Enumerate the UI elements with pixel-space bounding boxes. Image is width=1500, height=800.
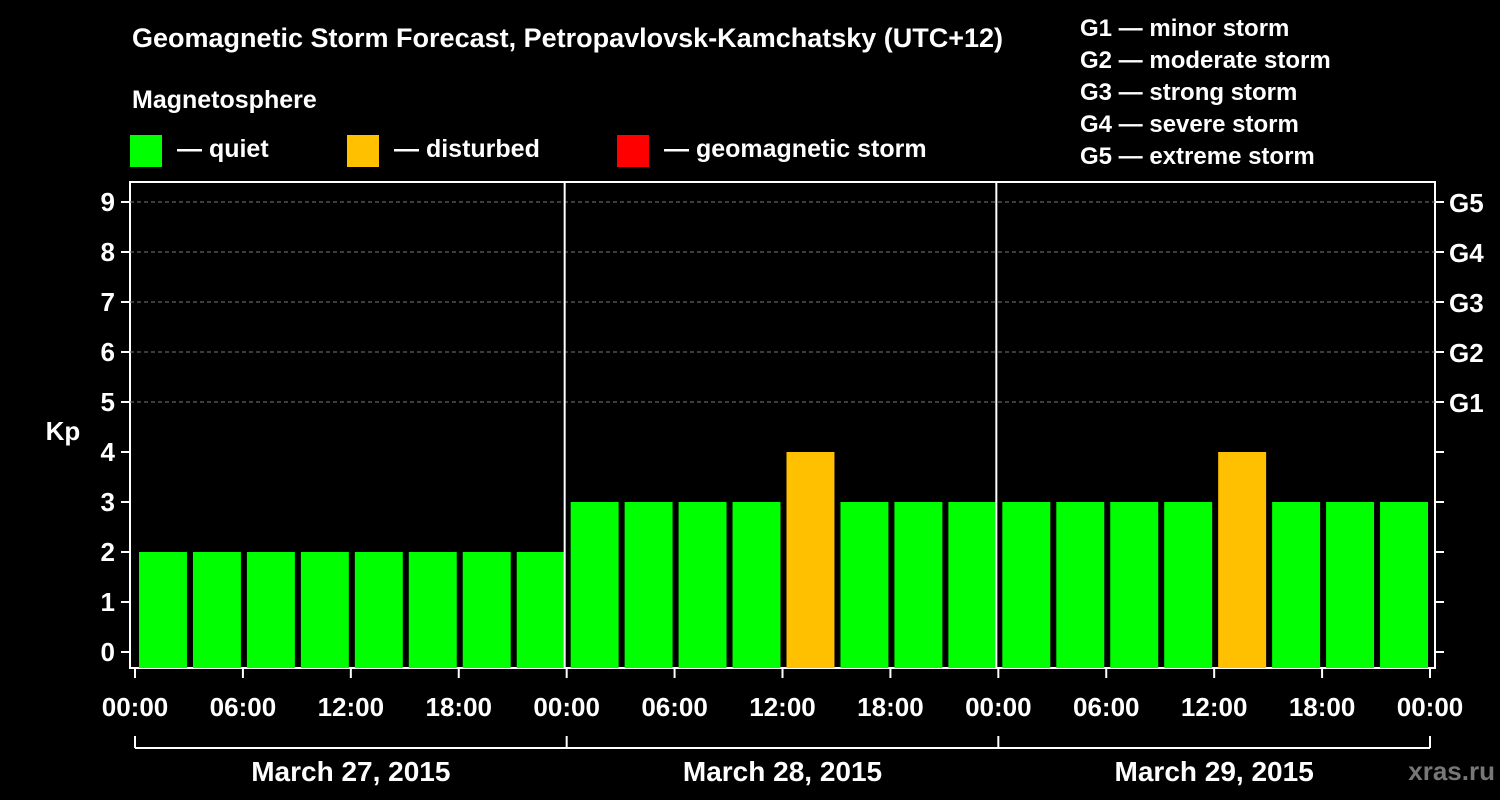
y-tick-label: 4 [101, 437, 116, 467]
bar-disturbed [786, 452, 835, 668]
storm-scale-g2: G2 — moderate storm [1080, 47, 1331, 74]
bar-quiet [354, 552, 403, 668]
legend-swatch-storm [617, 135, 649, 167]
y-axis: 0 1 2 3 4 5 6 7 8 9 [101, 187, 130, 667]
bar-quiet [732, 502, 781, 668]
right-tick-label: G1 [1449, 388, 1484, 418]
bar-disturbed [1218, 452, 1267, 668]
x-tick-label: 18:00 [857, 692, 924, 722]
watermark: xras.ru [1408, 756, 1495, 786]
legend-swatch-quiet [130, 135, 162, 167]
right-tick-label: G3 [1449, 288, 1484, 318]
legend-label-quiet: — quiet [177, 135, 269, 163]
storm-scale-g5: G5 — extreme storm [1080, 143, 1315, 170]
bar-quiet [1164, 502, 1213, 668]
bar-quiet [1380, 502, 1428, 668]
y-tick-label: 2 [101, 537, 115, 567]
right-tick-label: G2 [1449, 338, 1484, 368]
x-tick-label: 18:00 [426, 692, 493, 722]
y-tick-label: 5 [101, 387, 115, 417]
y-tick-label: 6 [101, 337, 115, 367]
bar-quiet [1326, 502, 1375, 668]
day-label: March 27, 2015 [251, 756, 450, 787]
y-tick-label: 8 [101, 237, 115, 267]
chart-title: Geomagnetic Storm Forecast, Petropavlovs… [132, 23, 1004, 53]
bar-quiet [192, 552, 241, 668]
bar-quiet [1002, 502, 1051, 668]
x-tick-label: 12:00 [1181, 692, 1248, 722]
storm-scale-g4: G4 — severe storm [1080, 111, 1299, 138]
bar-quiet [1110, 502, 1159, 668]
day-label: March 28, 2015 [683, 756, 882, 787]
x-tick-label: 00:00 [102, 692, 169, 722]
day-axis: March 27, 2015 March 28, 2015 March 29, 20… [134, 736, 1431, 787]
bar-quiet [894, 502, 943, 668]
y-tick-label: 0 [101, 637, 115, 667]
bar-quiet [624, 502, 673, 668]
bar-quiet [139, 552, 187, 668]
bar-quiet [948, 502, 997, 668]
x-tick-label: 00:00 [533, 692, 600, 722]
legend-label-disturbed: — disturbed [394, 135, 540, 163]
bar-quiet [570, 502, 619, 668]
bar-quiet [408, 552, 457, 668]
right-axis: G1 G2 G3 G4 G5 [1435, 188, 1484, 653]
x-tick-label: 18:00 [1289, 692, 1356, 722]
bar-quiet [300, 552, 349, 668]
x-tick-label: 06:00 [641, 692, 708, 722]
gridlines [130, 201, 1435, 403]
right-tick-label: G5 [1449, 188, 1484, 218]
bar-quiet [840, 502, 889, 668]
bar-quiet [1272, 502, 1321, 668]
bar-quiet [462, 552, 511, 668]
legend-swatch-disturbed [347, 135, 379, 167]
storm-scale-g3: G3 — strong storm [1080, 79, 1298, 106]
right-tick-label: G4 [1449, 238, 1484, 268]
x-tick-label: 06:00 [210, 692, 277, 722]
y-axis-label: Kp [46, 416, 81, 446]
bar-quiet [246, 552, 295, 668]
bar-quiet [1056, 502, 1105, 668]
y-tick-label: 9 [101, 187, 115, 217]
x-tick-label: 12:00 [318, 692, 385, 722]
y-tick-label: 7 [101, 287, 115, 317]
x-tick-label: 00:00 [1397, 692, 1464, 722]
x-tick-label: 12:00 [749, 692, 816, 722]
x-tick-label: 06:00 [1073, 692, 1140, 722]
legend-label-storm: — geomagnetic storm [664, 135, 927, 163]
y-tick-label: 3 [101, 487, 115, 517]
day-dividers [563, 182, 998, 668]
legend-heading: Magnetosphere [132, 86, 317, 114]
bar-quiet [678, 502, 727, 668]
day-label: March 29, 2015 [1115, 756, 1314, 787]
x-axis: 00:00 06:00 12:00 18:00 00:00 06:00 12:00 18:00… [102, 668, 1464, 722]
y-tick-label: 1 [101, 587, 115, 617]
bars [139, 452, 1428, 668]
storm-scale-g1: G1 — minor storm [1080, 15, 1290, 42]
bar-quiet [516, 552, 565, 668]
x-tick-label: 00:00 [965, 692, 1032, 722]
